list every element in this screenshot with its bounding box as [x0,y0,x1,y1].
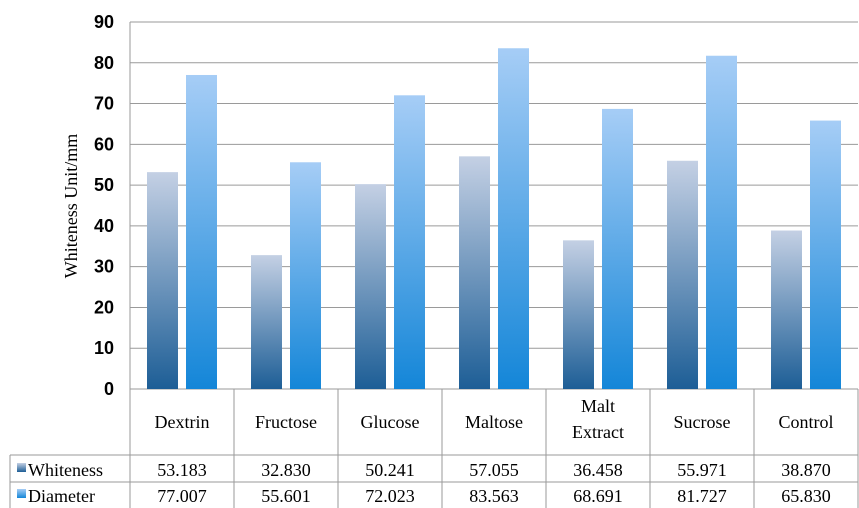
y-tick-label: 70 [94,94,114,114]
category-label: Sucrose [674,412,731,432]
gridlines [130,21,858,390]
bar-diameter-glucose [394,95,425,389]
category-label: Glucose [361,412,420,432]
data-label: 68.691 [573,486,623,506]
category-label: Control [778,412,833,432]
bar-whiteness-malt-extract [563,240,594,389]
category-label: Maltose [465,412,523,432]
data-label: 38.870 [781,460,831,480]
y-tick-label: 30 [94,257,114,277]
category-label-line: Malt [581,396,615,416]
legend-key-whiteness [17,463,26,472]
y-tick-label: 60 [94,134,114,154]
y-tick-label: 50 [94,175,114,195]
legend-label-whiteness: Whiteness [28,460,103,480]
legend-key-diameter [17,489,26,498]
data-label: 65.830 [781,486,831,506]
y-tick-label: 10 [94,338,114,358]
bar-whiteness-sucrose [667,160,698,389]
y-tick-label: 40 [94,216,114,236]
category-label: Dextrin [155,412,210,432]
data-label: 36.458 [573,460,623,480]
bar-diameter-malt-extract [602,108,633,389]
bar-diameter-maltose [498,48,529,389]
y-axis-label: Whiteness Unit/mm [61,134,81,278]
category-label-line: Extract [572,422,624,442]
data-table: Dextrin Fructose Glucose Maltose Malt Extract… [9,389,859,508]
y-tick-label: 0 [104,379,114,399]
data-label: 57.055 [469,460,519,480]
category-label: Malt Extract [572,396,624,442]
data-label: 53.183 [157,460,207,480]
data-label: 72.023 [365,486,415,506]
bar-diameter-control [810,120,841,390]
data-label: 55.601 [261,486,311,506]
bar-whiteness-dextrin [147,172,178,389]
bar-whiteness-maltose [459,156,490,389]
y-tick-label: 90 [94,12,114,32]
bar-whiteness-fructose [251,255,282,389]
data-label: 81.727 [677,486,727,506]
data-label: 55.971 [677,460,727,480]
data-label: 32.830 [261,460,311,480]
bar-whiteness-glucose [355,184,386,389]
bar-diameter-sucrose [706,55,737,390]
bar-diameter-dextrin [186,74,217,389]
data-label: 83.563 [469,486,519,506]
bar-diameter-fructose [290,162,321,389]
y-tick-label: 80 [94,53,114,73]
data-label: 77.007 [157,486,207,506]
bars [147,48,841,390]
bar-whiteness-control [771,230,802,389]
category-label: Fructose [255,412,317,432]
y-tick-label: 20 [94,297,114,317]
axes: 0 10 20 30 40 50 60 70 80 90 [94,12,131,399]
data-label: 50.241 [365,460,415,480]
legend-label-diameter: Diameter [28,486,95,506]
